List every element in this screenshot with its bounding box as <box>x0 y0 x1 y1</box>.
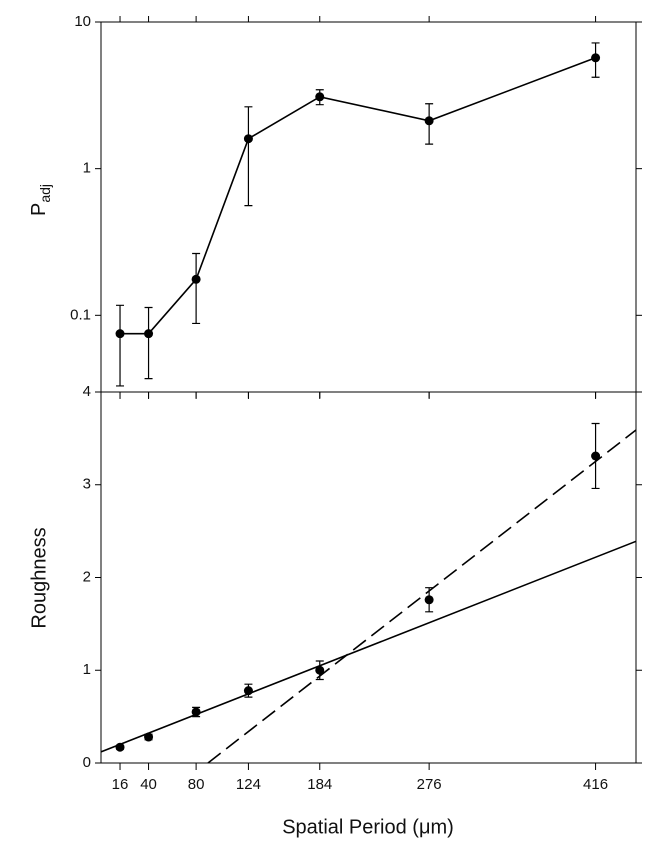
plot-frame <box>100 391 637 764</box>
data-point <box>591 451 601 461</box>
y-label-sub: adj <box>37 184 53 203</box>
fit-line <box>100 540 637 753</box>
y-tick-label: 0 <box>83 754 91 771</box>
y-tick-label: 1 <box>83 661 91 678</box>
plot-frame <box>100 21 637 393</box>
y-label-main: P <box>28 203 50 216</box>
data-point <box>191 274 201 284</box>
y-tick-label: 10 <box>74 13 91 30</box>
data-point <box>243 134 253 144</box>
y-axis-label: Padj <box>28 184 52 216</box>
fit-line <box>207 429 637 764</box>
data-point <box>424 595 434 605</box>
data-point <box>424 116 434 126</box>
data-point <box>191 707 201 717</box>
data-point <box>115 329 125 339</box>
data-point <box>144 329 154 339</box>
x-tick-label: 16 <box>112 776 129 793</box>
error-bar <box>244 106 253 207</box>
x-tick-label: 124 <box>236 776 261 793</box>
data-point <box>115 742 125 752</box>
x-tick-label: 416 <box>583 776 608 793</box>
y-tick-label: 0.1 <box>70 306 91 323</box>
x-tick-label: 80 <box>188 776 205 793</box>
error-bar <box>144 306 153 380</box>
series-line <box>120 57 596 335</box>
y-tick-label: 1 <box>83 160 91 177</box>
y-tick-label: 4 <box>83 383 91 400</box>
y-tick-label: 3 <box>83 476 91 493</box>
error-bar <box>116 304 125 387</box>
x-tick-label: 276 <box>417 776 442 793</box>
y-tick-label: 2 <box>83 568 91 585</box>
x-tick-label: 40 <box>140 776 157 793</box>
x-tick-label: 184 <box>307 776 332 793</box>
error-bar <box>192 252 201 325</box>
data-point <box>315 665 325 675</box>
data-point <box>144 732 154 742</box>
data-point <box>591 53 601 63</box>
data-point <box>243 686 253 696</box>
y-axis-label: Roughness <box>28 527 50 628</box>
x-axis-label: Spatial Period (μm) <box>282 816 454 838</box>
data-point <box>315 92 325 102</box>
